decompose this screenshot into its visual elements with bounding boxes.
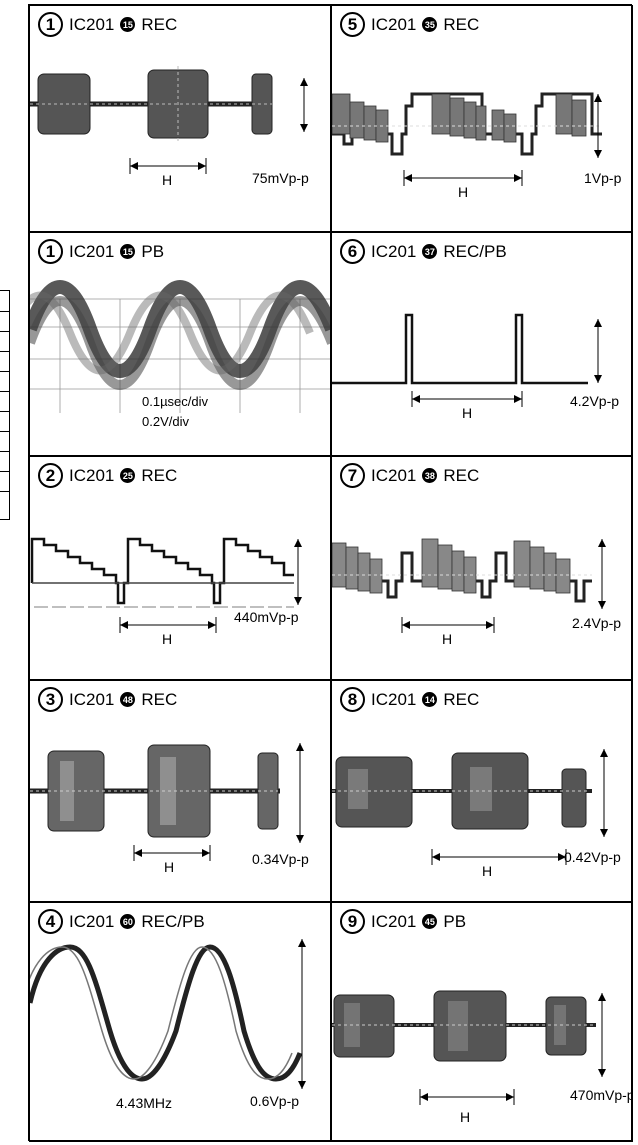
panel-number: 1 [38, 239, 63, 264]
panel-number: 4 [38, 909, 63, 934]
waveform-grid: 1 IC201 15 REC H 75mVp-p 5 [28, 4, 633, 1142]
h-period-label: H [462, 405, 473, 421]
waveform-panel: 4 IC201 60 REC/PB 4.43MHz 0.6Vp-p [29, 902, 331, 1142]
volt-div-label: 0.2V/div [142, 414, 189, 429]
panel-title: 6 IC201 37 REC/PB [340, 239, 507, 264]
panel-title: 1 IC201 15 REC [38, 12, 177, 37]
panel-number: 9 [340, 909, 365, 934]
waveform-trace [332, 749, 608, 865]
waveform-trace [30, 66, 308, 174]
mode-label: REC [443, 465, 480, 485]
amplitude-label: 1Vp-p [584, 170, 622, 186]
mode-label: REC [141, 689, 178, 709]
partial-table-edge [0, 290, 10, 520]
panel-title: 7 IC201 38 REC [340, 463, 479, 488]
amplitude-label: 0.34Vp-p [252, 851, 309, 867]
panel-number: 6 [340, 239, 365, 264]
pin-number: 48 [120, 692, 136, 707]
waveform-panel: 7 IC201 38 REC H 2.4Vp-p [331, 456, 633, 680]
amplitude-label: 470mVp-p [570, 1087, 633, 1103]
waveform-trace [332, 313, 602, 407]
chip-label: IC201 [371, 465, 417, 485]
amplitude-label: 75mVp-p [252, 170, 309, 186]
chip-label: IC201 [371, 689, 417, 709]
chip-label: IC201 [371, 14, 417, 34]
panel-number: 1 [38, 12, 63, 37]
h-period-label: H [482, 863, 493, 879]
waveform-trace [30, 743, 304, 861]
amplitude-label: 2.4Vp-p [572, 615, 622, 631]
pin-number: 15 [120, 17, 136, 32]
chip-label: IC201 [371, 911, 417, 931]
h-period-label: H [162, 172, 173, 188]
h-period-label: H [162, 631, 173, 647]
waveform-panel: 6 IC201 37 REC/PB H 4.2Vp-p [331, 232, 633, 456]
pin-number: 14 [422, 692, 438, 707]
mode-label: REC/PB [443, 241, 507, 261]
chip-label: IC201 [69, 689, 115, 709]
pin-number: 37 [422, 244, 438, 259]
chip-label: IC201 [371, 241, 417, 261]
pin-number: 45 [422, 914, 438, 929]
mode-label: REC [443, 689, 480, 709]
h-period-label: H [164, 859, 175, 875]
waveform-trace [332, 92, 602, 186]
panel-number: 3 [38, 687, 63, 712]
panel-title: 4 IC201 60 REC/PB [38, 909, 205, 934]
frequency-label: 4.43MHz [116, 1095, 173, 1111]
waveform-trace [30, 280, 330, 413]
pin-number: 35 [422, 17, 438, 32]
panel-title: 1 IC201 15 PB [38, 239, 164, 264]
amplitude-label: 0.42Vp-p [564, 849, 621, 865]
mode-label: REC [443, 14, 480, 34]
panel-title: 5 IC201 35 REC [340, 12, 479, 37]
mode-label: REC [141, 14, 178, 34]
waveform-panel: 1 IC201 15 REC H 75mVp-p [29, 5, 331, 232]
chip-label: IC201 [69, 14, 115, 34]
time-div-label: 0.1µsec/div [142, 394, 209, 409]
waveform-panel: 9 IC201 45 PB H 470mVp-p [331, 902, 633, 1142]
waveform-panel: 3 IC201 48 REC H 0.34Vp-p [29, 680, 331, 902]
amplitude-label: 440mVp-p [234, 609, 299, 625]
mode-label: REC [141, 465, 178, 485]
h-period-label: H [458, 184, 469, 200]
mode-label: PB [141, 241, 165, 261]
waveform-trace [30, 939, 306, 1089]
waveform-panel: 8 IC201 14 REC H 0.42Vp-p [331, 680, 633, 902]
pin-number: 60 [120, 914, 136, 929]
waveform-panel: 1 IC201 15 PB 0.1µsec/div 0.2V/div [29, 232, 331, 456]
h-period-label: H [460, 1109, 471, 1125]
pin-number: 38 [422, 468, 438, 483]
panel-title: 8 IC201 14 REC [340, 687, 479, 712]
amplitude-label: 4.2Vp-p [570, 393, 620, 409]
chip-label: IC201 [69, 241, 115, 261]
waveform-trace [332, 538, 606, 633]
panel-number: 8 [340, 687, 365, 712]
amplitude-label: 0.6Vp-p [250, 1093, 300, 1109]
waveform-panel: 2 IC201 25 REC H 440mVp-p [29, 456, 331, 680]
panel-number: 7 [340, 463, 365, 488]
pin-number: 15 [120, 244, 136, 259]
panel-title: 3 IC201 48 REC [38, 687, 177, 712]
panel-title: 9 IC201 45 PB [340, 909, 466, 934]
waveform-trace [30, 537, 302, 633]
panel-number: 2 [38, 463, 63, 488]
panel-number: 5 [340, 12, 365, 37]
waveform-trace [332, 990, 606, 1105]
mode-label: REC/PB [141, 911, 205, 931]
h-period-label: H [442, 631, 453, 647]
waveform-panel: 5 IC201 35 REC H 1Vp-p [331, 5, 633, 232]
chip-label: IC201 [69, 911, 115, 931]
mode-label: PB [443, 911, 467, 931]
panel-title: 2 IC201 25 REC [38, 463, 177, 488]
chip-label: IC201 [69, 465, 115, 485]
pin-number: 25 [120, 468, 136, 483]
